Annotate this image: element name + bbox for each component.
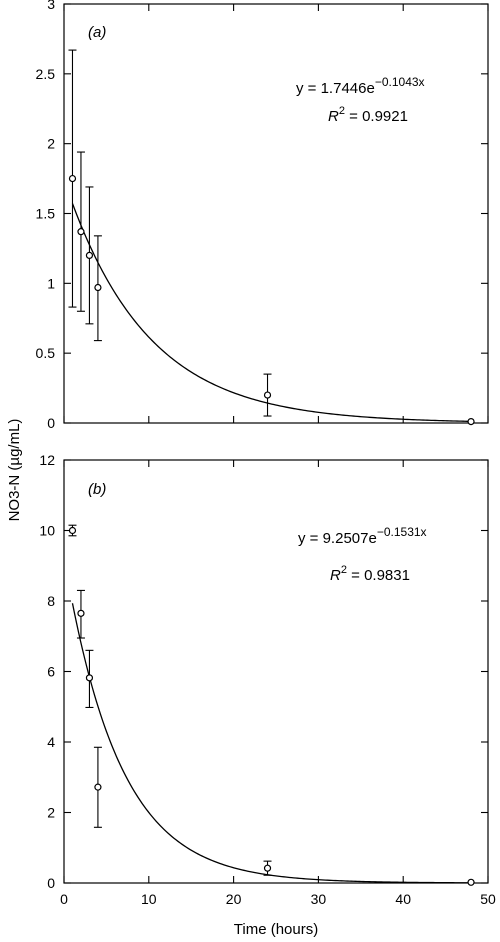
panel-b-label: (b) — [88, 481, 106, 498]
panel-a-ytick-label: 3 — [47, 0, 55, 12]
panel-b-data-point — [94, 783, 102, 791]
panel-b-xtick-label: 50 — [480, 891, 496, 907]
panel-b-ytick-label: 6 — [47, 664, 55, 680]
panel-b-ytick-label: 8 — [47, 593, 55, 609]
panel-a-data-point — [68, 174, 77, 183]
panel-b-xtick-label: 30 — [311, 891, 327, 907]
panel-a-label: (a) — [88, 24, 106, 41]
panel-b-data-point — [68, 526, 77, 535]
panel-a-xticks — [63, 4, 489, 423]
panel-b-ytick-label: 2 — [47, 805, 55, 821]
panel-b-r2: R2 = 0.9831 — [330, 564, 410, 584]
panel-b-ytick-label: 10 — [39, 523, 55, 539]
panel-b-ytick-label: 4 — [47, 734, 55, 750]
panel-a-yticks: 0 0.5 1 1.5 2 2.5 3 — [36, 0, 488, 431]
panel-a-equation-exponent: −0.1043x — [375, 75, 425, 89]
x-axis-label: Time (hours) — [234, 921, 318, 938]
panel-b-xticks: 0 10 20 30 40 50 — [60, 460, 496, 907]
panel-a-ytick-label: 2 — [47, 136, 55, 152]
panel-a-data-point — [94, 283, 102, 292]
panel-b-xtick-label: 20 — [226, 891, 242, 907]
y-axis-label: NO3-N (µg/mL) — [6, 419, 23, 522]
panel-a-equation: y = 1.7446e−0.1043x — [296, 75, 425, 97]
panel-a-equation-base: y = 1.7446e — [296, 80, 375, 97]
panel-b-ytick-label: 0 — [47, 875, 55, 891]
panel-b-ytick-label: 12 — [39, 452, 55, 468]
panel-b-equation-exponent: −0.1531x — [377, 525, 427, 539]
panel-b-equation: y = 9.2507e−0.1531x — [298, 525, 427, 547]
panel-a-data-point — [263, 391, 272, 399]
panel-b-fit-curve — [71, 603, 472, 884]
panel-a-points — [68, 49, 475, 426]
panel-a-ytick-label: 0 — [47, 415, 55, 431]
panel-a-r2: R2 = 0.9921 — [328, 105, 408, 125]
panel-b-data-point — [263, 864, 272, 872]
panel-b-data-point — [85, 674, 94, 682]
panel-b-frame — [63, 459, 489, 884]
panel-a: 0 0.5 1 1.5 2 2.5 3 (a) y = 1.7446e−0.1043x R2… — [36, 0, 489, 431]
panel-a-ytick-label: 2.5 — [36, 66, 56, 82]
panel-a-ytick-label: 1 — [47, 275, 55, 291]
panel-b-xtick-label: 40 — [395, 891, 411, 907]
panel-b-data-point — [77, 609, 85, 617]
panel-a-ytick-label: 1.5 — [36, 206, 56, 222]
panel-b-xtick-label: 10 — [141, 891, 157, 907]
panel-a-ytick-label: 0.5 — [36, 345, 56, 361]
panel-a-fit-curve — [71, 203, 472, 423]
panel-b-yticks: 0 2 4 6 8 10 12 — [39, 452, 488, 891]
panel-b-data-point — [467, 878, 475, 886]
panel-a-frame — [63, 3, 489, 424]
panel-b-points — [68, 524, 475, 886]
panel-a-data-point — [467, 418, 475, 426]
panel-b: 0 2 4 6 8 10 12 0 10 20 30 40 50 (b) y = 9.2507e−0.… — [39, 452, 496, 907]
panel-b-xtick-label: 0 — [60, 891, 68, 907]
panel-b-equation-base: y = 9.2507e — [298, 530, 377, 547]
panel-a-data-point — [85, 251, 94, 259]
panel-a-data-point — [77, 228, 85, 236]
